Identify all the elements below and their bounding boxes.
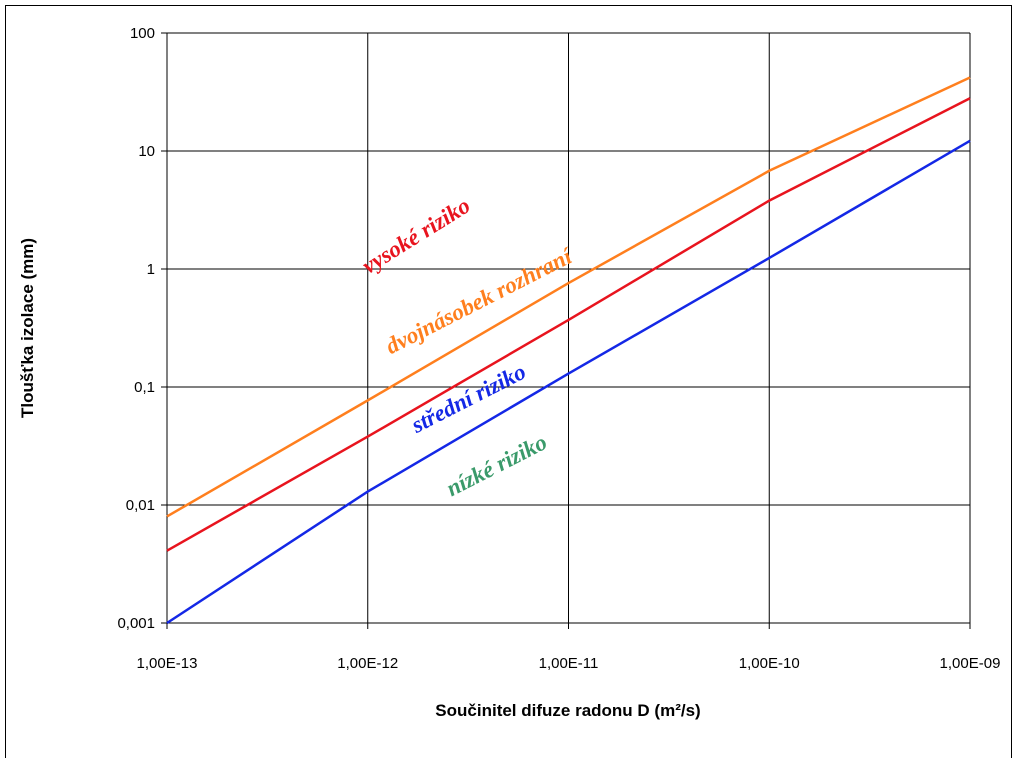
x-axis-label: Součinitel difuze radonu D (m²/s) [435,701,700,720]
series-line [166,139,971,625]
y-tick-label: 100 [130,25,155,42]
x-tick-label: 1,00E-09 [940,655,1001,672]
y-tick-label: 0,01 [126,497,155,514]
y-tick-label: 10 [138,143,155,160]
annotation: vysoké riziko [358,193,475,279]
y-tick-label: 0,1 [134,379,155,396]
series-line [166,76,971,518]
y-axis-label: Tloušťka izolace (mm) [18,238,37,418]
x-tick-label: 1,00E-11 [539,655,599,672]
series-line [166,97,971,552]
annotation: dvojnásobek rozhraní [382,243,578,359]
x-tick-label: 1,00E-10 [739,655,800,672]
x-tick-label: 1,00E-12 [337,655,398,672]
annotation: nízké riziko [442,429,551,501]
chart-frame [5,5,1012,758]
annotation: střední riziko [407,359,530,438]
x-tick-label: 1,00E-13 [137,655,198,672]
y-tick-label: 1 [147,261,155,278]
y-tick-label: 0,001 [117,615,155,632]
